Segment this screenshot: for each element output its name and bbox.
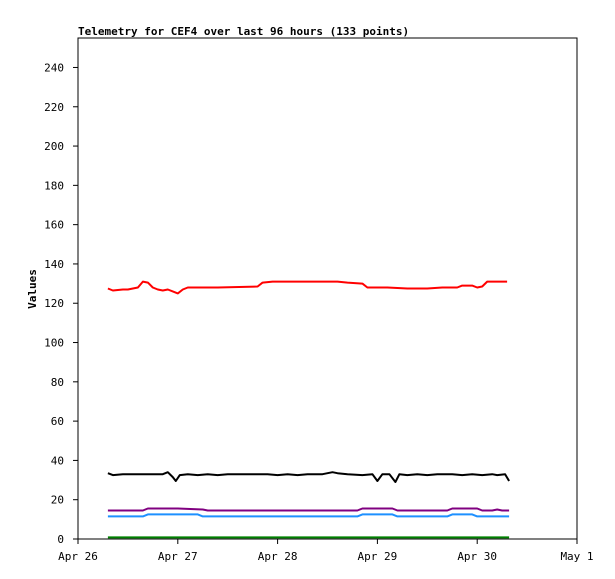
chart-title: Telemetry for CEF4 over last 96 hours (1… (78, 25, 409, 38)
y-tick-label: 60 (51, 415, 64, 428)
x-tick-label: Apr 26 (58, 550, 98, 563)
y-tick-label: 180 (44, 179, 64, 192)
x-tick-label: May 1 (560, 550, 593, 563)
x-tick-label: Apr 29 (358, 550, 398, 563)
series-lines (107, 280, 510, 539)
y-tick-label: 0 (57, 533, 64, 546)
y-axis-ticks: 0 20 40 60 80 100 120 140 160 180 200 220 240 (44, 61, 78, 546)
x-tick-label: Apr 28 (258, 550, 298, 563)
plot-frame (77, 37, 578, 540)
y-axis-label: Values (26, 269, 39, 309)
series-line-2 (107, 507, 510, 512)
series-line-3 (107, 513, 510, 518)
y-tick-label: 120 (44, 297, 64, 310)
x-axis-ticks: Apr 26 Apr 27 Apr 28 Apr 29 Apr 30 May 1 (58, 539, 594, 563)
y-tick-label: 100 (44, 337, 64, 350)
y-tick-label: 140 (44, 258, 64, 271)
y-tick-label: 240 (44, 61, 64, 74)
y-tick-label: 40 (51, 454, 64, 467)
y-tick-label: 80 (51, 376, 64, 389)
y-tick-label: 160 (44, 219, 64, 232)
series-line-0 (107, 280, 508, 295)
x-tick-label: Apr 27 (158, 550, 198, 563)
y-tick-label: 20 (51, 494, 64, 507)
y-tick-label: 200 (44, 140, 64, 153)
x-tick-label: Apr 30 (457, 550, 497, 563)
y-tick-label: 220 (44, 101, 64, 114)
series-line-1 (107, 471, 510, 483)
